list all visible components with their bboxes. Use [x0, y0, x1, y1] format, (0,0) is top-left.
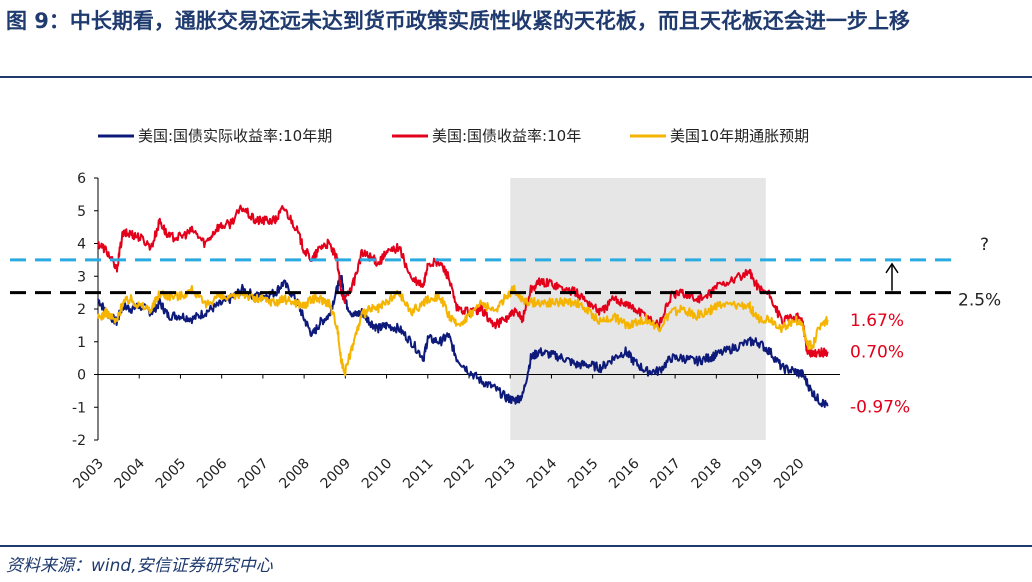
- y-tick-label: -1: [72, 400, 86, 416]
- y-axis: -2 -1 0 1 2 3 4 5 6: [72, 171, 99, 449]
- x-tick-label: 2011: [400, 456, 437, 493]
- y-tick-label: 2: [77, 302, 86, 318]
- series-line: [97, 274, 829, 408]
- x-tick-label: 2015: [565, 456, 602, 493]
- y-tick-label: 6: [77, 171, 86, 187]
- annotations: 1.67% 0.70% -0.97%: [850, 311, 910, 417]
- arrow-head: [885, 262, 899, 274]
- y-tick-label: 3: [77, 269, 86, 285]
- x-tick-label: 2014: [524, 455, 561, 492]
- value-annotation: -0.97%: [850, 397, 910, 417]
- reference-label: 2.5%: [958, 291, 1001, 311]
- x-tick-label: 2009: [318, 456, 355, 493]
- x-tick-label: 2006: [194, 455, 231, 492]
- value-annotation: 1.67%: [850, 311, 904, 331]
- x-tick-label: 2005: [153, 456, 190, 493]
- x-tick-label: 2016: [606, 455, 643, 492]
- source-note: 资料来源：wind,安信证券研究中心: [6, 556, 273, 576]
- legend-label: 美国10年期通胀预期: [670, 127, 809, 145]
- legend-label: 美国:国债实际收益率:10年期: [138, 127, 332, 145]
- y-tick-label: 5: [77, 204, 86, 220]
- x-tick-label: 2012: [441, 456, 478, 493]
- value-annotation: 0.70%: [850, 343, 904, 363]
- series-line: [97, 204, 829, 358]
- reference-label: ?: [980, 235, 989, 255]
- reference-lines: ? 2.5%: [10, 235, 1001, 311]
- x-tick-label: 2019: [730, 456, 767, 493]
- x-tick-label: 2008: [276, 456, 313, 493]
- x-tick-label: 2004: [112, 455, 149, 492]
- header-divider: [0, 76, 1032, 78]
- x-tick-label: 2003: [70, 456, 107, 493]
- page-title: 图 9：中长期看，通胀交易还远未达到货币政策实质性收紧的天花板，而且天花板还会进…: [6, 9, 910, 33]
- legend: 美国:国债实际收益率:10年期 美国:国债收益率:10年 美国10年期通胀预期: [98, 127, 809, 145]
- y-tick-label: 1: [77, 335, 86, 351]
- x-tick-label: 2013: [483, 456, 520, 493]
- y-tick-label: 4: [77, 237, 86, 253]
- x-tick-label: 2020: [771, 456, 808, 493]
- line-chart: -2 -1 0 1 2 3 4 5 6 2003 2004 2005 2006 2007 2008 2009…: [10, 127, 1001, 493]
- x-tick-label: 2007: [235, 456, 272, 493]
- x-tick-label: 2017: [647, 456, 684, 493]
- y-tick-label: -2: [72, 433, 86, 449]
- footer-divider: [0, 545, 1032, 547]
- legend-label: 美国:国债收益率:10年: [432, 127, 581, 145]
- x-tick-label: 2018: [689, 456, 726, 493]
- y-tick-label: 0: [77, 368, 86, 384]
- x-tick-label: 2010: [359, 456, 396, 493]
